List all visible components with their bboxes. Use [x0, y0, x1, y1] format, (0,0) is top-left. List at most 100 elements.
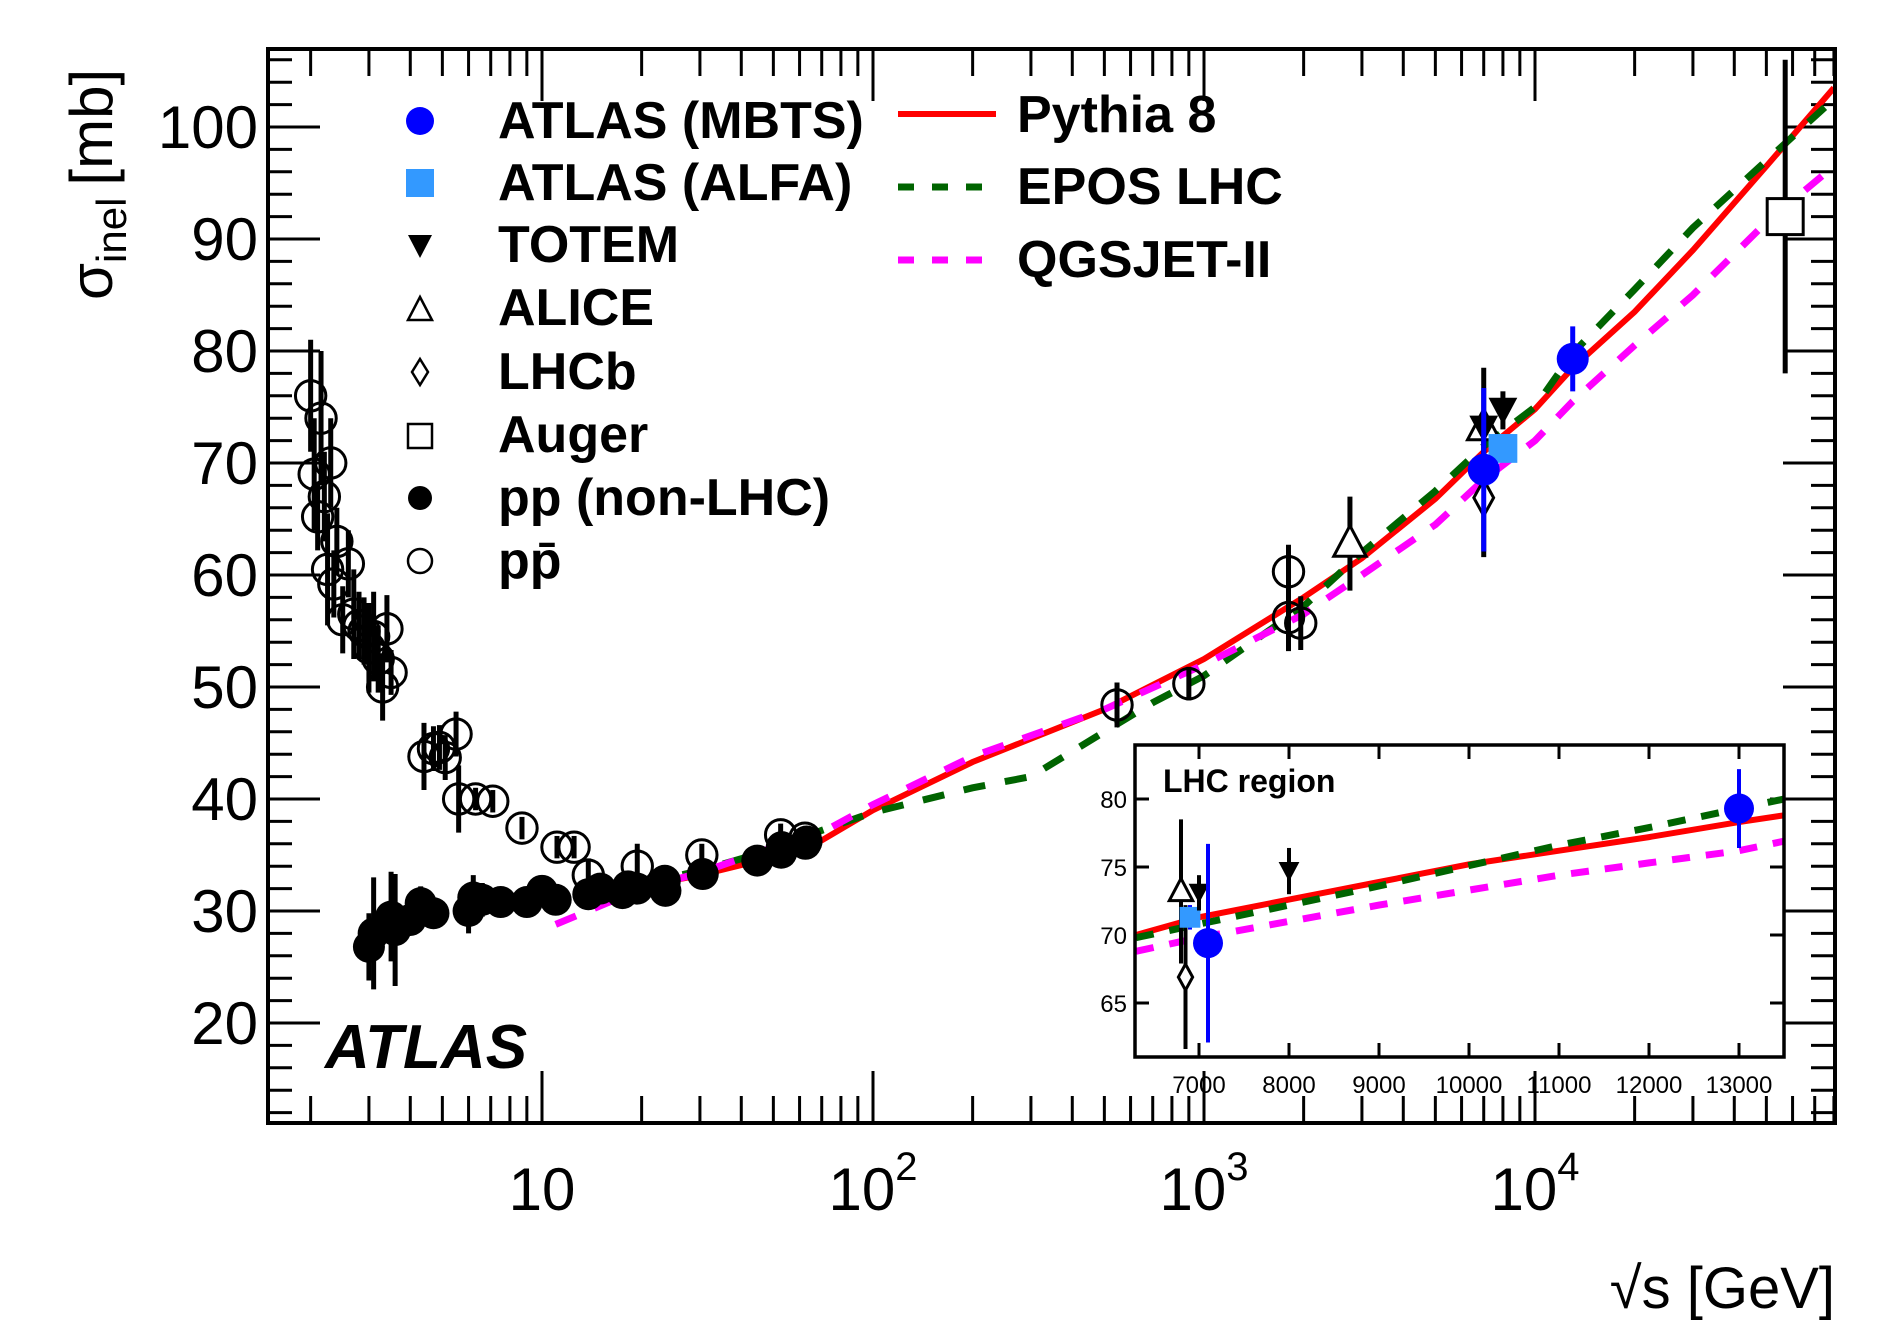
inset-y-tick-label: 65 [1100, 991, 1127, 1018]
point-pp [763, 818, 798, 852]
inset-x-tick-label: 11000 [1527, 1072, 1592, 1099]
inset-lhc-region: LHC region 7000 8000 9000 10000 11000 12000 13… [1100, 743, 1786, 1099]
legend-label: Auger [498, 406, 648, 464]
point-pp [1271, 554, 1306, 589]
y-tick-label: 60 [191, 542, 258, 609]
point-pp [304, 401, 338, 435]
x-tick-exponent: 4 [1557, 1145, 1579, 1189]
point-pp [1100, 688, 1134, 722]
point-pp [370, 612, 404, 646]
inset-y-tick-label: 80 [1100, 787, 1127, 814]
point-pp [685, 838, 719, 872]
inset-point-totem [1278, 861, 1300, 882]
y-axis-title: σinel [mb] [58, 69, 135, 300]
x-axis-title: √s [GeV] [1610, 1256, 1835, 1321]
legend-label: LHCb [498, 343, 637, 401]
legend-label: pp̄ [498, 532, 562, 590]
legend-label: pp (non-LHC) [498, 469, 830, 527]
y-axis-subscript: inel [88, 198, 135, 263]
y-tick-label: 50 [191, 654, 258, 721]
point-pp-non-lhc [649, 874, 682, 907]
point-atlas-mbts [1467, 453, 1500, 486]
inset-tick-labels: 7000 8000 9000 10000 11000 12000 13000 65 70 75 80 [1100, 787, 1772, 1099]
legend-entry-qgsjet: QGSJET-II [898, 231, 1271, 289]
y-tick-label: 40 [191, 766, 258, 833]
point-pp [557, 830, 591, 864]
point-pp [505, 811, 539, 845]
legend-entry-epos: EPOS LHC [898, 158, 1283, 216]
legend-entry-auger: Auger [406, 406, 648, 464]
inset-x-tick-label: 7000 [1172, 1072, 1225, 1099]
legend-entry-totem: TOTEM [408, 216, 679, 274]
point-pp-non-lhc [417, 897, 450, 930]
point-pp-non-lhc [539, 883, 572, 916]
point-totem [1488, 397, 1518, 425]
point-pp [620, 849, 654, 883]
inset-point-atlas-mbts [1724, 793, 1754, 824]
inset-model-curve-qgsjet-ii [1135, 837, 1784, 955]
inset-point-lhcb [1176, 961, 1195, 994]
point-pp [1172, 666, 1206, 701]
point-pp [300, 500, 335, 534]
inset-y-tick-label: 75 [1100, 855, 1127, 882]
legend-label: QGSJET-II [1017, 231, 1271, 289]
x-tick-exponent: 2 [895, 1145, 917, 1189]
inset-title: LHC region [1163, 763, 1335, 799]
legend-label: ALICE [498, 279, 654, 337]
legend-entry-alice: ALICE [405, 279, 654, 337]
legend-label: TOTEM [498, 216, 679, 274]
point-pp-non-lhc [484, 886, 517, 919]
inset-point-atlas-mbts [1193, 928, 1223, 959]
inset-model-curves [1135, 795, 1784, 955]
y-tick-label: 30 [191, 878, 258, 945]
legend-entry-ppbar: pp̄ [406, 532, 562, 590]
point-pp [307, 479, 342, 514]
inset-point-alice [1166, 875, 1196, 903]
point-pp [788, 821, 822, 855]
legend-label: Pythia 8 [1017, 86, 1216, 144]
x-tick-base: 10 [1160, 1156, 1227, 1223]
legend-marker-alice [405, 294, 435, 322]
x-tick-label: 103 [1160, 1145, 1249, 1223]
point-atlas-mbts [1556, 342, 1589, 375]
inset-background [1135, 745, 1784, 1057]
point-pp [571, 858, 605, 892]
point-alice [1331, 522, 1369, 558]
legend-marker-ppbar [406, 547, 434, 575]
y-tick-label: 100 [158, 94, 258, 161]
y-tick-label: 70 [191, 430, 258, 497]
inset-data-points [1166, 769, 1754, 1049]
point-pp [428, 740, 462, 775]
x-tick-label: 104 [1491, 1145, 1580, 1223]
y-tick-label: 80 [191, 318, 258, 385]
legend-marker-pp [408, 486, 432, 510]
y-tick-label: 20 [191, 990, 258, 1057]
legend-entry-pythia: Pythia 8 [898, 86, 1216, 144]
main-axis-ticks [268, 49, 1836, 1123]
x-tick-base: 10 [829, 1156, 896, 1223]
inset-x-tick-label: 10000 [1436, 1072, 1503, 1099]
legend-entry-atlas-alfa: ATLAS (ALFA) [406, 154, 852, 212]
legend-marker-atlas-mbts [406, 107, 434, 135]
data-points [293, 59, 1805, 990]
point-pp [293, 379, 328, 413]
legend-entry-lhcb: LHCb [410, 343, 637, 401]
point-pp [320, 524, 354, 559]
x-tick-exponent: 3 [1226, 1145, 1248, 1189]
inset-point-atlas-alfa [1179, 906, 1201, 928]
inset-model-curve-epos-lhc [1135, 795, 1784, 942]
point-pp [439, 717, 473, 751]
y-axis-unit: [mb] [58, 69, 125, 186]
legend-marker-lhcb [410, 356, 430, 388]
y-axis-sigma: σ [58, 263, 125, 300]
plot-frame [266, 47, 1837, 1125]
atlas-watermark: ATLAS [323, 1013, 527, 1082]
legend-entry-pp: pp (non-LHC) [408, 469, 830, 527]
legend-marker-auger [406, 422, 434, 450]
x-tick-base: 10 [1491, 1156, 1558, 1223]
svg-text:σinel[mb]: σinel [mb] [58, 69, 135, 300]
legend: ATLAS (MBTS) ATLAS (ALFA) TOTEM ALICE LH… [405, 86, 1283, 590]
y-tick-label: 90 [191, 206, 258, 273]
